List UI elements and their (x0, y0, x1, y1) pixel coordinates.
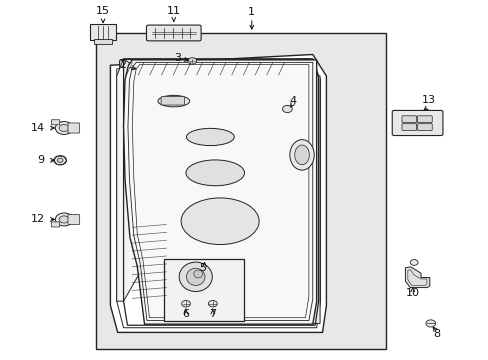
Bar (163, 259, 244, 320)
Ellipse shape (181, 198, 259, 244)
Ellipse shape (186, 268, 204, 285)
FancyBboxPatch shape (146, 25, 201, 41)
Circle shape (187, 58, 196, 64)
Text: 15: 15 (96, 6, 110, 16)
Polygon shape (110, 54, 326, 332)
FancyBboxPatch shape (161, 96, 184, 105)
Circle shape (59, 125, 69, 132)
FancyBboxPatch shape (417, 116, 431, 123)
FancyBboxPatch shape (94, 40, 112, 44)
Ellipse shape (186, 129, 234, 145)
Circle shape (181, 301, 190, 307)
Text: 8: 8 (433, 329, 440, 339)
Text: 13: 13 (421, 95, 435, 105)
Ellipse shape (179, 262, 212, 292)
FancyBboxPatch shape (68, 215, 80, 225)
FancyBboxPatch shape (401, 116, 416, 123)
Circle shape (282, 105, 292, 113)
Polygon shape (123, 60, 316, 324)
FancyBboxPatch shape (51, 120, 60, 125)
Ellipse shape (289, 140, 314, 170)
Text: 6: 6 (182, 310, 189, 319)
FancyBboxPatch shape (401, 124, 416, 131)
Circle shape (55, 213, 73, 226)
Text: 11: 11 (166, 6, 181, 16)
Polygon shape (405, 267, 429, 288)
FancyBboxPatch shape (90, 24, 116, 40)
Ellipse shape (294, 145, 309, 165)
Text: 5: 5 (199, 263, 206, 273)
Circle shape (409, 260, 417, 265)
Text: 4: 4 (289, 96, 296, 106)
FancyBboxPatch shape (120, 59, 311, 77)
Polygon shape (117, 59, 152, 301)
Circle shape (57, 158, 63, 162)
Text: 10: 10 (405, 288, 419, 298)
Text: 12: 12 (30, 215, 44, 224)
Circle shape (208, 301, 217, 307)
Circle shape (54, 156, 66, 165)
Ellipse shape (185, 160, 244, 186)
Circle shape (55, 122, 73, 134)
FancyBboxPatch shape (417, 124, 431, 131)
Circle shape (425, 320, 435, 327)
Text: 14: 14 (30, 123, 44, 133)
Text: 9: 9 (38, 155, 44, 165)
Ellipse shape (158, 95, 189, 107)
Text: 2: 2 (119, 60, 126, 70)
Ellipse shape (193, 270, 202, 278)
Circle shape (59, 216, 69, 223)
FancyBboxPatch shape (68, 123, 80, 133)
Bar (96, 33, 385, 348)
Text: 7: 7 (209, 310, 216, 319)
Text: 1: 1 (248, 7, 255, 17)
Polygon shape (152, 59, 320, 323)
FancyBboxPatch shape (51, 222, 60, 227)
Text: 3: 3 (173, 53, 181, 63)
FancyBboxPatch shape (391, 111, 442, 135)
